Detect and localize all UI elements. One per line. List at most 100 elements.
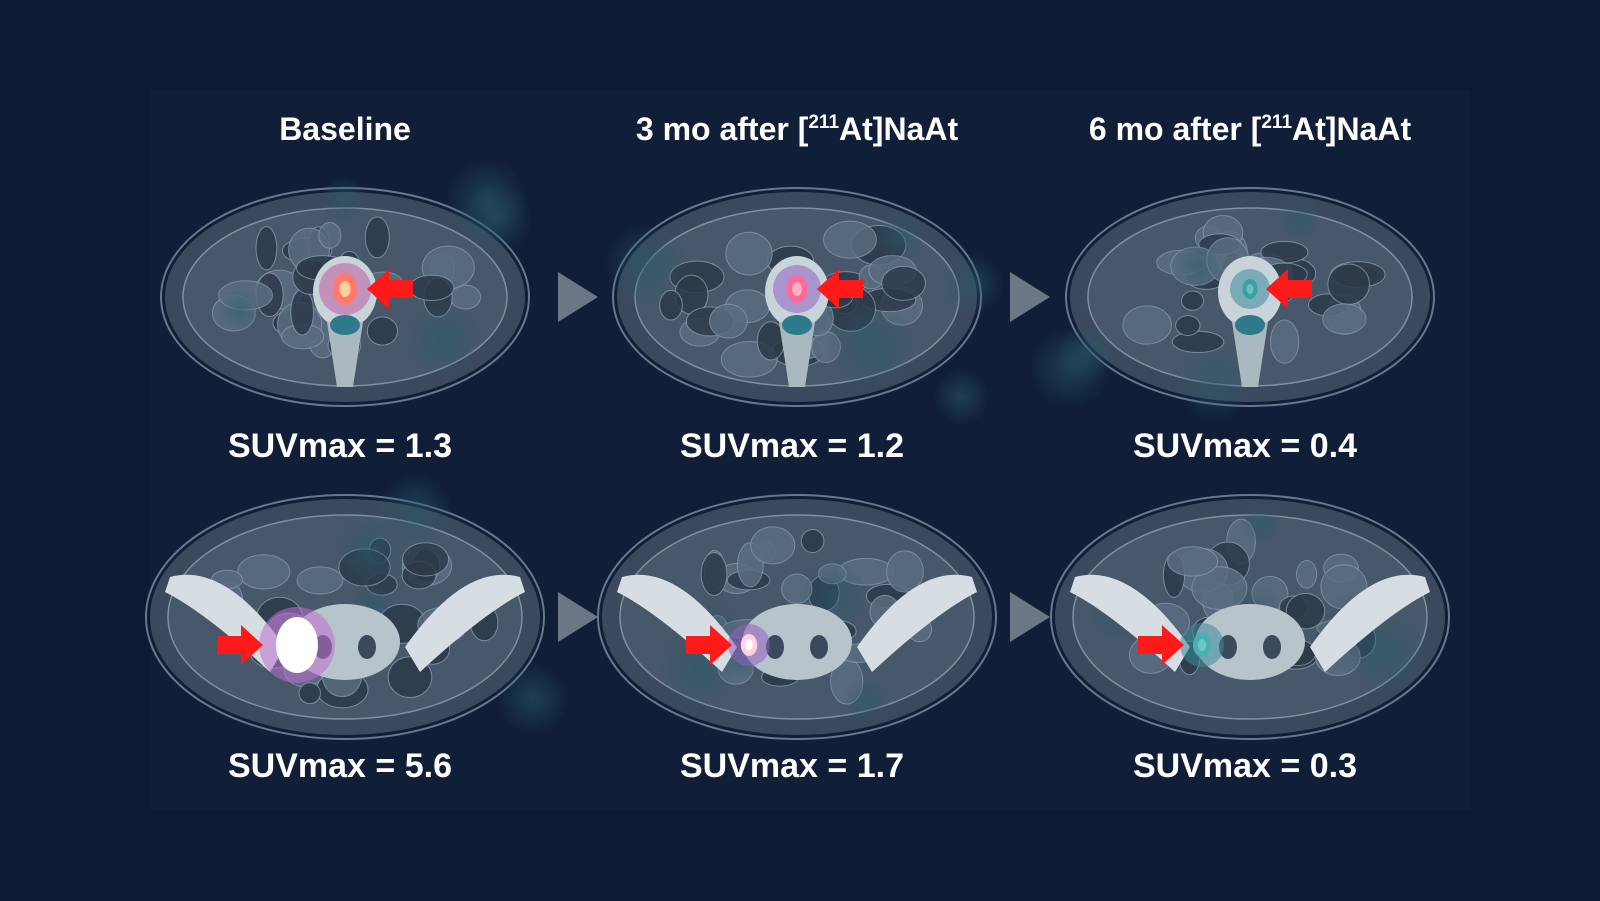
progression-arrow — [558, 592, 598, 642]
hotspot-core — [339, 281, 351, 297]
tracer-haze — [1350, 618, 1428, 696]
scan-image — [1050, 494, 1450, 740]
spinal-process — [327, 322, 363, 387]
title-suffix: At]NaAt — [1292, 111, 1411, 147]
scan-image — [1028, 187, 1435, 423]
organ — [1175, 315, 1201, 336]
suv-label: SUVmax = 0.3 — [1133, 747, 1357, 785]
suv-label: SUVmax = 0.4 — [1133, 427, 1357, 465]
organ — [1269, 319, 1300, 364]
progression-arrow — [1010, 592, 1050, 642]
sacrum — [1195, 604, 1305, 680]
body-outline — [1050, 494, 1450, 740]
scan-image — [597, 494, 997, 740]
iliac-wing — [405, 574, 525, 672]
spinal-process — [779, 322, 815, 387]
red-arrow — [1266, 269, 1312, 309]
hotspot-core — [1197, 639, 1207, 651]
tracer-haze — [1172, 239, 1223, 290]
organ — [296, 566, 344, 595]
organ — [290, 288, 315, 336]
red-arrow — [686, 625, 732, 665]
tracer-haze — [1279, 197, 1322, 240]
sacral-foramen — [1263, 635, 1281, 659]
suv-label: SUVmax = 5.6 — [228, 747, 452, 785]
body-outline — [145, 494, 545, 740]
suv-label: SUVmax = 1.2 — [680, 427, 904, 465]
organ — [408, 274, 455, 302]
sacral-foramen — [766, 635, 784, 659]
tracer-haze — [335, 514, 407, 587]
red-arrow — [1138, 625, 1184, 665]
tracer-haze — [321, 176, 368, 222]
tracer-haze — [495, 661, 570, 736]
progression-arrow — [1010, 272, 1050, 322]
tracer-haze — [218, 289, 262, 332]
organ — [237, 554, 291, 590]
tracer-haze — [444, 157, 529, 242]
title-superscript: 211 — [1261, 112, 1292, 133]
organ — [1296, 560, 1318, 589]
column-title: Baseline — [279, 111, 411, 147]
spinal-canal — [1235, 315, 1265, 335]
spinal-process — [1232, 322, 1268, 387]
sacral-foramen — [810, 635, 828, 659]
iliac-wing — [1310, 574, 1430, 672]
title-prefix: 6 mo after [ — [1089, 111, 1262, 147]
tracer-haze — [842, 678, 893, 728]
suv-label: SUVmax = 1.3 — [228, 427, 452, 465]
organ — [1322, 303, 1367, 335]
tracer-haze — [1241, 502, 1283, 544]
organ — [402, 542, 450, 577]
tracer-haze — [828, 303, 916, 391]
organ — [823, 220, 877, 259]
organ — [750, 526, 796, 565]
organ — [700, 552, 728, 596]
spinal-canal — [330, 315, 360, 335]
title-prefix: 3 mo after [ — [636, 111, 809, 147]
sacral-foramen — [358, 635, 376, 659]
organ — [709, 303, 748, 339]
organ — [1181, 290, 1204, 311]
organ — [366, 316, 399, 346]
organ — [364, 216, 390, 259]
tracer-haze — [603, 221, 688, 307]
organ — [255, 226, 278, 271]
organ — [1327, 263, 1371, 305]
organ — [298, 682, 321, 705]
tracer-haze — [1058, 325, 1114, 382]
scans — [145, 157, 1450, 740]
sacrum — [742, 604, 852, 680]
scan-image — [603, 187, 1005, 426]
hotspot-core — [792, 282, 802, 296]
hotspot-core — [287, 631, 307, 659]
progression-arrow — [558, 272, 598, 322]
organ — [1167, 546, 1219, 577]
spinal-canal — [782, 315, 812, 335]
tracer-haze — [1174, 342, 1255, 423]
column-title: 6 mo after [211At]NaAt — [1089, 111, 1412, 147]
hotspot-core — [745, 639, 753, 651]
scan-image — [160, 157, 534, 407]
column-title: 3 mo after [211At]NaAt — [636, 111, 959, 147]
red-arrow — [367, 269, 413, 309]
red-arrow — [217, 625, 263, 665]
organ — [800, 529, 825, 554]
organ — [881, 265, 926, 301]
red-arrow — [817, 269, 863, 309]
organ — [886, 550, 924, 593]
title-superscript: 211 — [808, 112, 839, 133]
tracer-haze — [404, 301, 480, 377]
organ — [318, 222, 342, 249]
hotspot-core — [1246, 284, 1254, 294]
suv-label: SUVmax = 1.7 — [680, 747, 904, 785]
scan-image — [145, 472, 570, 740]
tracer-haze — [940, 251, 1005, 317]
organ — [1122, 305, 1172, 345]
iliac-wing — [857, 574, 977, 672]
tracer-haze — [932, 367, 991, 426]
organ — [725, 231, 773, 276]
